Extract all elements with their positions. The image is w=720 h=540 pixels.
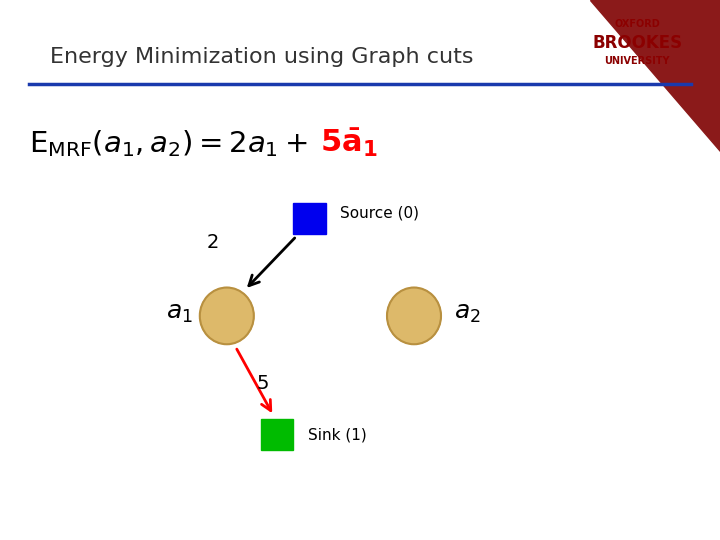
Text: $\mathrm{E}_{\mathrm{MRF}}(a_1,a_2) = 2a_1 + $: $\mathrm{E}_{\mathrm{MRF}}(a_1,a_2) = 2a… xyxy=(29,127,307,159)
Text: BROOKES: BROOKES xyxy=(592,34,683,52)
Polygon shape xyxy=(590,0,720,151)
Text: Energy Minimization using Graph cuts: Energy Minimization using Graph cuts xyxy=(50,46,474,67)
Text: UNIVERSITY: UNIVERSITY xyxy=(605,56,670,66)
Bar xyxy=(261,419,294,450)
Text: Source (0): Source (0) xyxy=(341,206,419,221)
Ellipse shape xyxy=(387,287,441,345)
Text: 2: 2 xyxy=(206,233,219,253)
Text: $\mathbf{5\bar{a}_1}$: $\mathbf{5\bar{a}_1}$ xyxy=(320,127,378,159)
Text: OXFORD: OXFORD xyxy=(614,19,660,29)
Ellipse shape xyxy=(200,287,254,345)
Text: $a_2$: $a_2$ xyxy=(454,301,480,325)
Text: 5: 5 xyxy=(256,374,269,393)
Bar xyxy=(294,203,325,234)
Text: Sink (1): Sink (1) xyxy=(308,427,366,442)
Text: $a_1$: $a_1$ xyxy=(166,301,192,325)
